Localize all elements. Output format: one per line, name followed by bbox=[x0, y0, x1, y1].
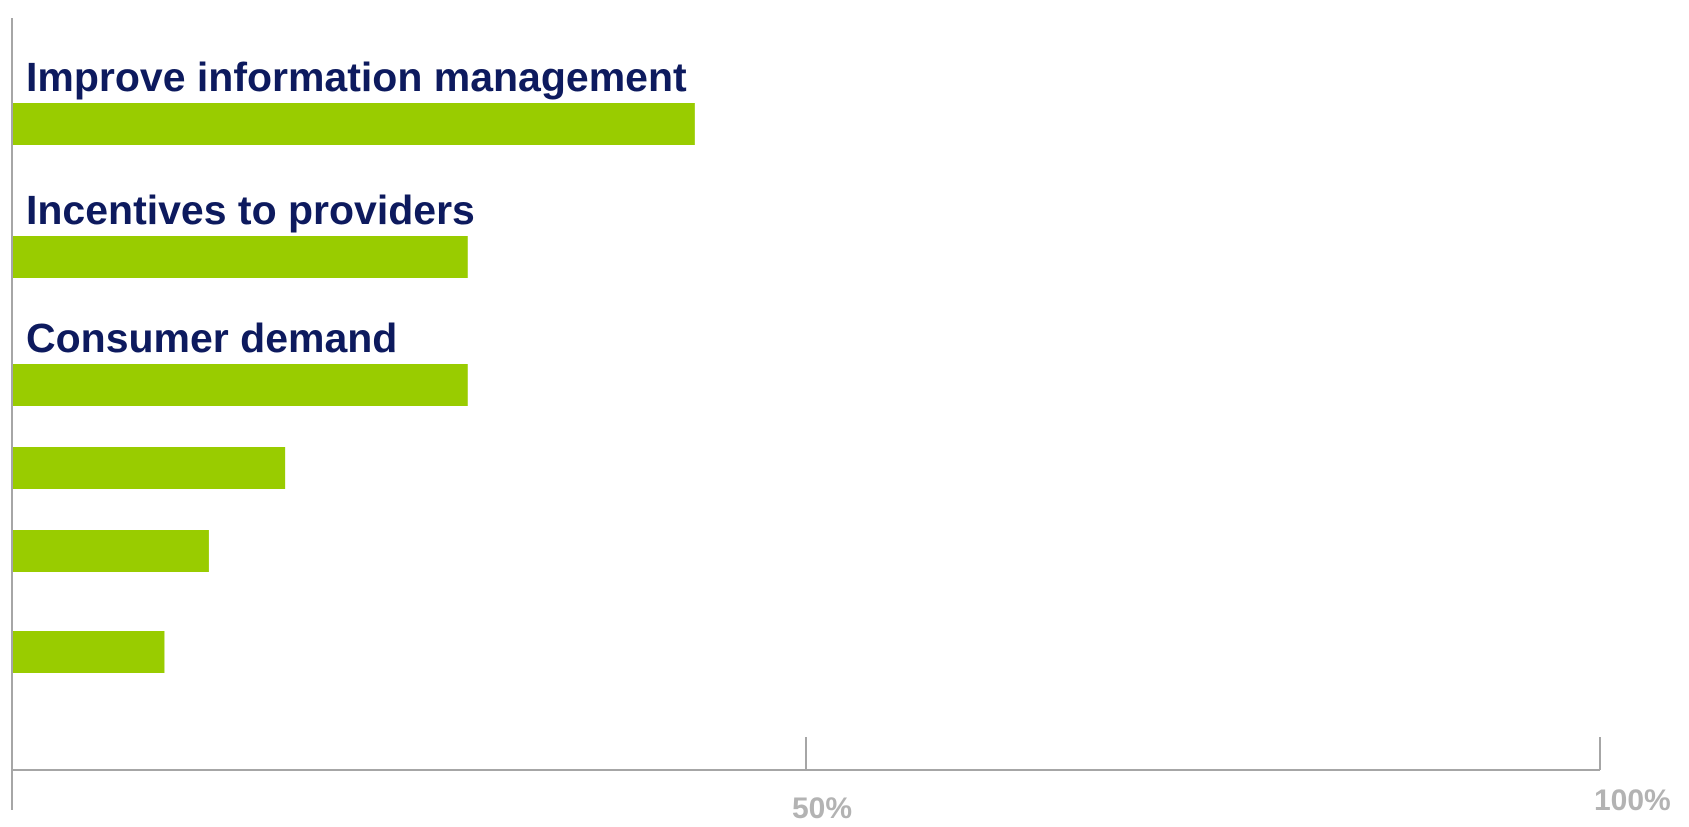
bar-2 bbox=[12, 236, 468, 278]
bar-4 bbox=[12, 447, 286, 489]
category-label-3: Consumer demand bbox=[26, 315, 397, 361]
bar-5 bbox=[12, 530, 209, 572]
bar-1 bbox=[12, 103, 695, 145]
category-label-2: Incentives to providers bbox=[26, 187, 475, 233]
x-axis-ticks-layer: 50% 100% bbox=[792, 737, 1671, 825]
x-tick-label-100: 100% bbox=[1594, 784, 1671, 817]
category-label-1: Improve information management bbox=[26, 54, 687, 100]
bars-layer bbox=[12, 103, 695, 673]
x-tick-label-50: 50% bbox=[792, 792, 852, 825]
category-labels-layer: Improve information management Incentives… bbox=[26, 54, 687, 361]
bar-3 bbox=[12, 364, 468, 406]
bar-6 bbox=[12, 631, 165, 673]
